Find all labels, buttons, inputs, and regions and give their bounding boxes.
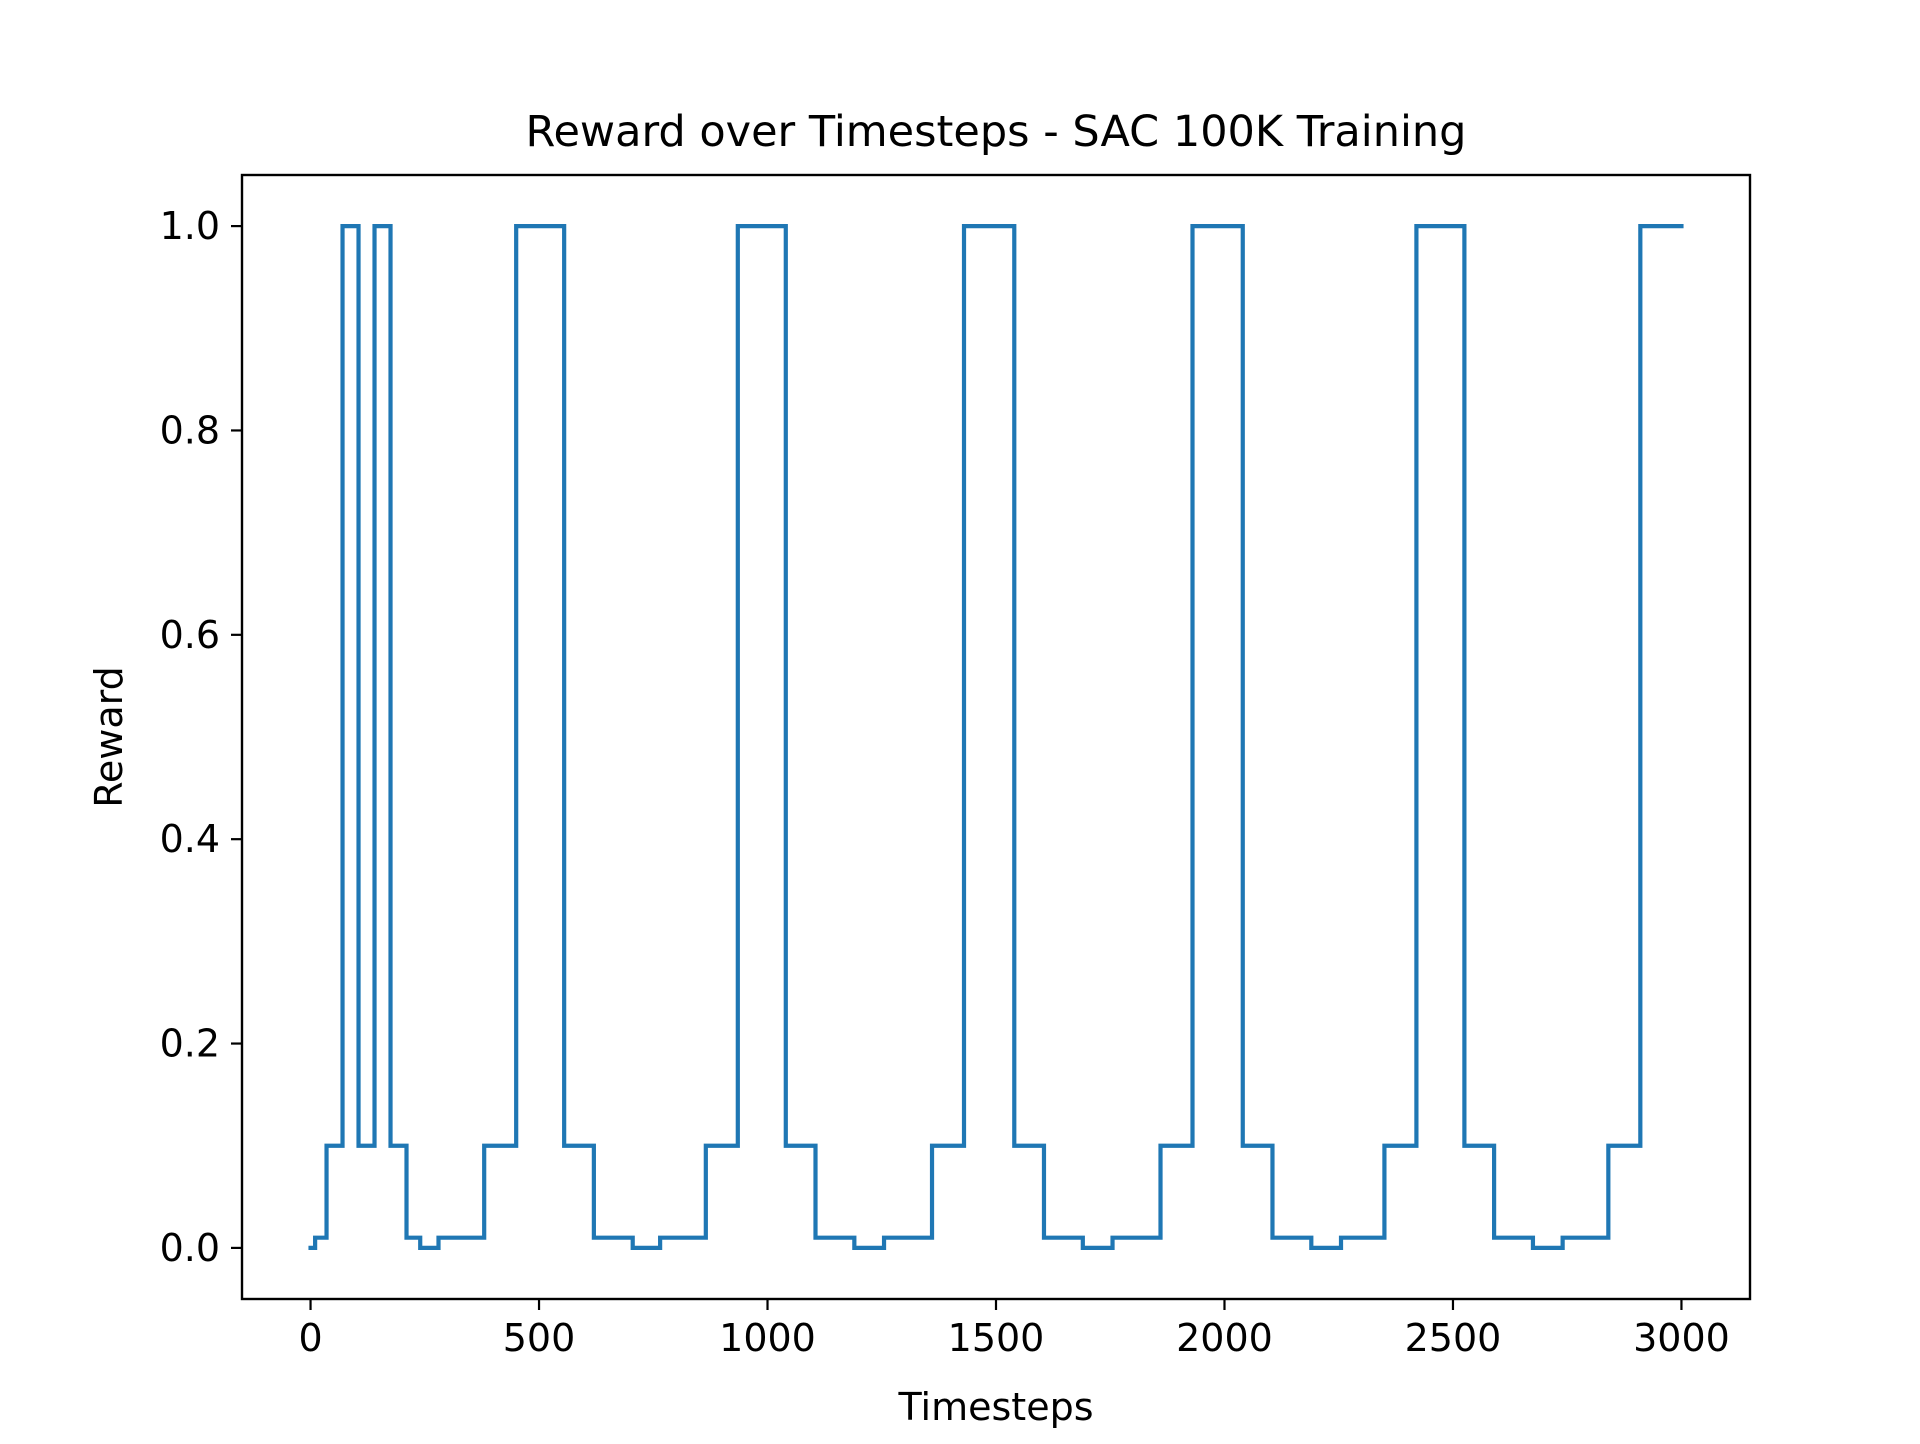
y-tick-label: 0.0 [160, 1226, 220, 1270]
y-axis-label: Reward [87, 666, 131, 808]
y-tick-label: 0.4 [160, 817, 220, 861]
chart-title: Reward over Timesteps - SAC 100K Trainin… [526, 107, 1467, 157]
x-axis-label: Timesteps [898, 1385, 1094, 1429]
x-tick-label: 0 [298, 1316, 322, 1360]
x-tick-label: 500 [503, 1316, 576, 1360]
y-axis-ticks: 0.0 0.2 0.4 0.6 0.8 1.0 [160, 204, 242, 1270]
x-tick-label: 2500 [1405, 1316, 1502, 1360]
plot-frame [240, 173, 1752, 1301]
x-axis-ticks: 0 500 1000 1500 2000 2500 3000 [298, 1299, 1730, 1360]
x-tick-label: 3000 [1633, 1316, 1730, 1360]
x-tick-label: 2000 [1176, 1316, 1273, 1360]
y-tick-label: 0.8 [160, 408, 220, 452]
y-tick-label: 0.6 [160, 613, 220, 657]
y-tick-label: 0.2 [160, 1022, 220, 1066]
y-tick-label: 1.0 [160, 204, 220, 248]
x-tick-label: 1500 [948, 1316, 1045, 1360]
x-tick-label: 1000 [719, 1316, 816, 1360]
series-layer [308, 223, 1684, 1251]
reward-series-line [308, 223, 1684, 1251]
